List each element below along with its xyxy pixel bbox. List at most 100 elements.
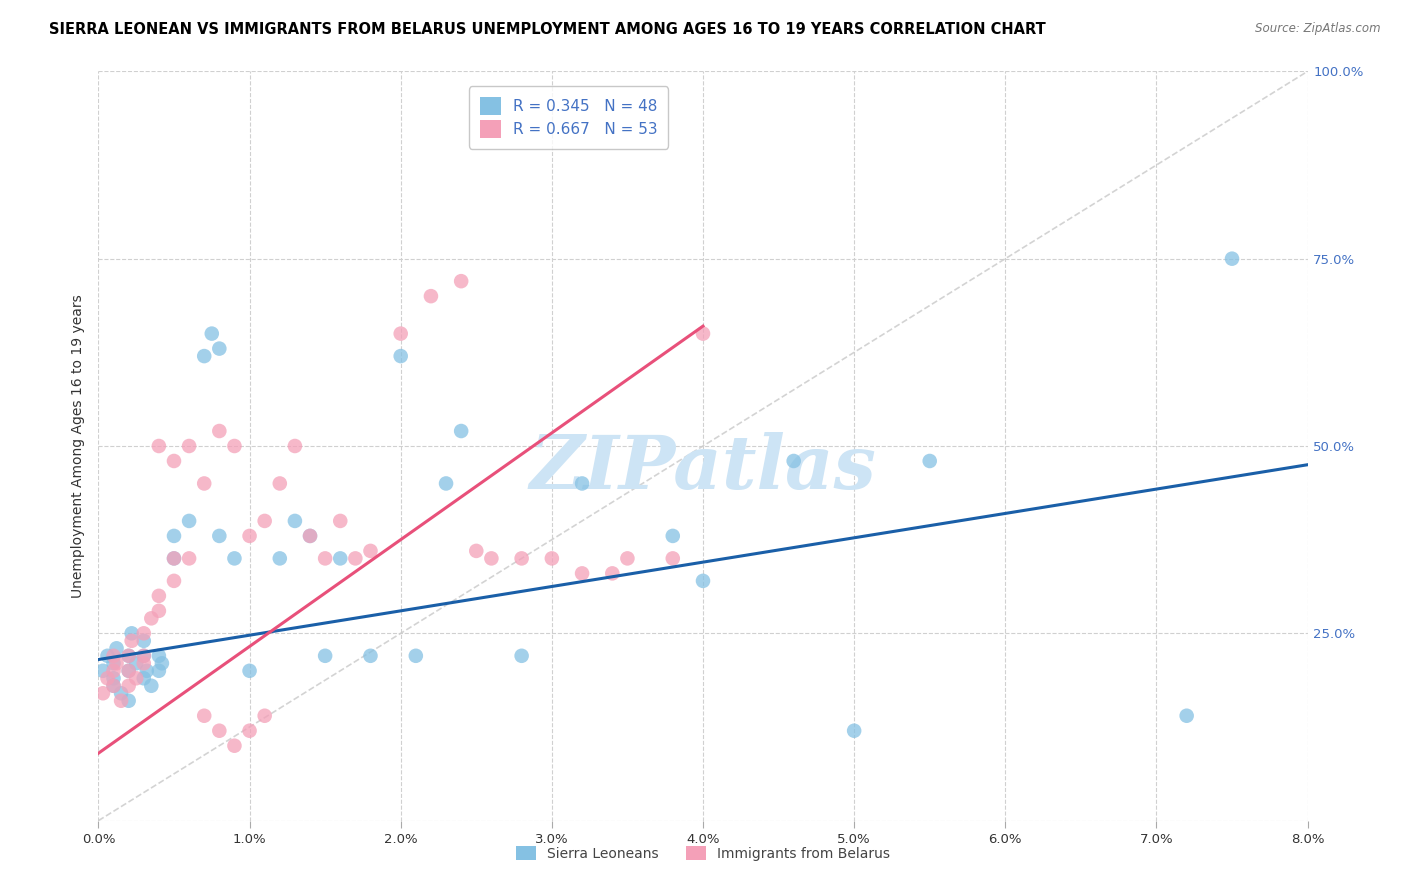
Point: [118, 679, 141, 693]
Point: [208, 723, 231, 738]
Point: [661, 529, 683, 543]
Point: [314, 648, 336, 663]
Point: [148, 664, 170, 678]
Point: [193, 708, 215, 723]
Point: [103, 679, 125, 693]
Point: [201, 326, 224, 341]
Point: [118, 664, 141, 678]
Point: [208, 424, 231, 438]
Point: [1175, 708, 1198, 723]
Point: [1220, 252, 1243, 266]
Point: [389, 349, 412, 363]
Point: [148, 439, 170, 453]
Text: SIERRA LEONEAN VS IMMIGRANTS FROM BELARUS UNEMPLOYMENT AMONG AGES 16 TO 19 YEARS: SIERRA LEONEAN VS IMMIGRANTS FROM BELARU…: [49, 22, 1046, 37]
Point: [420, 289, 443, 303]
Point: [571, 476, 593, 491]
Point: [132, 671, 155, 685]
Point: [344, 551, 367, 566]
Point: [284, 514, 307, 528]
Point: [329, 551, 352, 566]
Point: [118, 694, 141, 708]
Point: [269, 476, 291, 491]
Legend: Sierra Leoneans, Immigrants from Belarus: Sierra Leoneans, Immigrants from Belarus: [510, 840, 896, 866]
Point: [103, 648, 125, 663]
Text: Source: ZipAtlas.com: Source: ZipAtlas.com: [1256, 22, 1381, 36]
Point: [121, 633, 143, 648]
Point: [135, 664, 157, 678]
Point: [148, 648, 170, 663]
Point: [692, 326, 714, 341]
Point: [253, 514, 276, 528]
Point: [150, 657, 173, 671]
Point: [105, 657, 128, 671]
Point: [329, 514, 352, 528]
Point: [434, 476, 457, 491]
Point: [360, 648, 382, 663]
Point: [179, 439, 201, 453]
Point: [510, 648, 533, 663]
Point: [224, 439, 246, 453]
Point: [132, 657, 155, 671]
Point: [132, 648, 155, 663]
Point: [110, 694, 132, 708]
Point: [360, 544, 382, 558]
Point: [163, 551, 186, 566]
Point: [510, 551, 533, 566]
Point: [465, 544, 488, 558]
Point: [125, 671, 148, 685]
Point: [783, 454, 806, 468]
Point: [450, 274, 472, 288]
Point: [450, 424, 472, 438]
Point: [105, 641, 128, 656]
Point: [602, 566, 624, 581]
Point: [141, 679, 163, 693]
Point: [208, 342, 231, 356]
Point: [844, 723, 866, 738]
Point: [132, 648, 155, 663]
Point: [299, 529, 322, 543]
Point: [103, 657, 125, 671]
Point: [692, 574, 714, 588]
Text: ZIPatlas: ZIPatlas: [530, 433, 876, 505]
Point: [96, 648, 118, 663]
Point: [121, 626, 143, 640]
Point: [163, 529, 186, 543]
Point: [571, 566, 593, 581]
Point: [103, 679, 125, 693]
Point: [193, 349, 215, 363]
Point: [179, 551, 201, 566]
Point: [132, 633, 155, 648]
Point: [118, 664, 141, 678]
Point: [269, 551, 291, 566]
Point: [96, 671, 118, 685]
Point: [193, 476, 215, 491]
Point: [148, 604, 170, 618]
Point: [284, 439, 307, 453]
Point: [148, 589, 170, 603]
Point: [661, 551, 683, 566]
Point: [224, 739, 246, 753]
Point: [299, 529, 322, 543]
Point: [163, 551, 186, 566]
Y-axis label: Unemployment Among Ages 16 to 19 years: Unemployment Among Ages 16 to 19 years: [72, 294, 86, 598]
Point: [118, 648, 141, 663]
Point: [208, 529, 231, 543]
Point: [141, 611, 163, 625]
Point: [125, 657, 148, 671]
Point: [389, 326, 412, 341]
Point: [540, 551, 562, 566]
Point: [616, 551, 638, 566]
Point: [405, 648, 427, 663]
Point: [239, 723, 262, 738]
Point: [103, 671, 125, 685]
Point: [253, 708, 276, 723]
Point: [163, 574, 186, 588]
Point: [132, 626, 155, 640]
Point: [118, 648, 141, 663]
Point: [239, 529, 262, 543]
Point: [163, 454, 186, 468]
Point: [91, 686, 114, 700]
Point: [110, 686, 132, 700]
Point: [179, 514, 201, 528]
Point: [103, 664, 125, 678]
